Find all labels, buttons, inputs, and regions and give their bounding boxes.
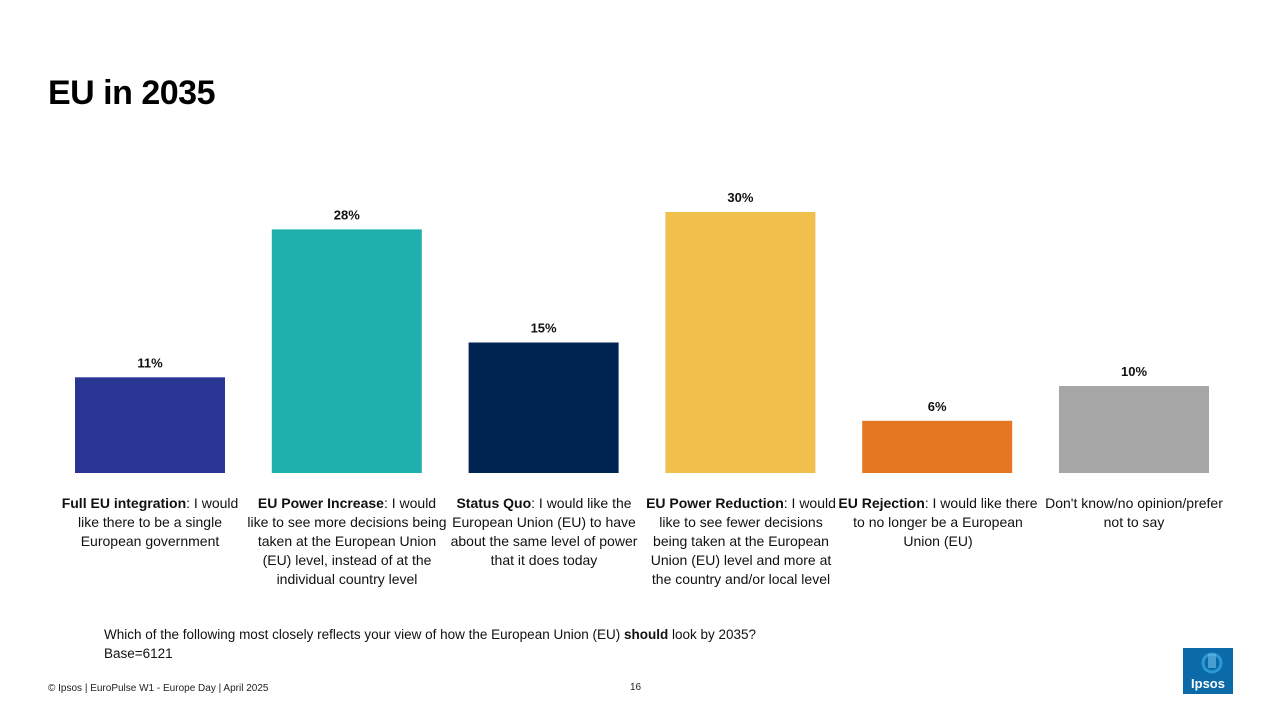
data-label-full-eu-integration: 11% <box>137 355 163 370</box>
base-size: Base=6121 <box>104 646 173 661</box>
bar-full-eu-integration <box>75 377 225 473</box>
footer-source: © Ipsos | EuroPulse W1 - Europe Day | Ap… <box>48 683 269 694</box>
survey-question: Which of the following most closely refl… <box>104 625 756 663</box>
page-number: 16 <box>630 682 642 693</box>
category-label-text: : I would like to see fewer decisions be… <box>650 495 836 587</box>
category-label-dont-know: Don't know/no opinion/prefer not to say <box>1034 494 1234 532</box>
category-label-text: Don't know/no opinion/prefer not to say <box>1045 495 1223 530</box>
category-label-bold: EU Power Reduction <box>646 495 784 511</box>
data-label-dont-know: 10% <box>1121 364 1147 379</box>
data-label-eu-rejection: 6% <box>928 399 947 414</box>
logo-text: Ipsos <box>1191 676 1225 691</box>
category-label-full-eu-integration: Full EU integration: I would like there … <box>50 494 250 551</box>
page-title: EU in 2035 <box>48 74 215 112</box>
category-label-status-quo: Status Quo: I would like the European Un… <box>444 494 644 570</box>
category-label-text: : I would like the European Union (EU) t… <box>450 495 638 568</box>
category-label-eu-rejection: EU Rejection: I would like there to no l… <box>838 494 1038 551</box>
category-label-bold: EU Rejection <box>838 495 925 511</box>
data-label-eu-power-increase: 28% <box>334 207 360 222</box>
category-label-text: : I would like there to be a single Euro… <box>78 495 239 549</box>
category-label-text: : I would like there to no longer be a E… <box>853 495 1038 549</box>
bar-status-quo <box>468 342 619 473</box>
bar-eu-rejection <box>862 420 1013 473</box>
category-label-bold: EU Power Increase <box>257 495 384 511</box>
ipsos-logo: Ipsos <box>1183 648 1233 694</box>
question-text-emphasis: should <box>623 627 669 642</box>
category-label-bold: Status Quo <box>456 495 532 511</box>
bar-eu-power-reduction <box>665 212 816 473</box>
question-text: Which of the following most closely refl… <box>104 625 756 644</box>
data-label-status-quo: 15% <box>531 321 557 336</box>
data-label-eu-power-reduction: 30% <box>727 190 753 205</box>
category-label-text: : I would like to see more decisions bei… <box>247 495 447 587</box>
category-label-eu-power-reduction: EU Power Reduction: I would like to see … <box>641 494 841 589</box>
question-text-end: look by 2035? <box>668 627 757 642</box>
question-text-start: Which of the following most closely refl… <box>104 627 624 642</box>
category-label-bold: Full EU integration <box>61 495 187 511</box>
bar-dont-know <box>1059 386 1209 473</box>
bar-eu-power-increase <box>271 229 422 473</box>
category-label-eu-power-increase: EU Power Increase: I would like to see m… <box>247 494 447 589</box>
